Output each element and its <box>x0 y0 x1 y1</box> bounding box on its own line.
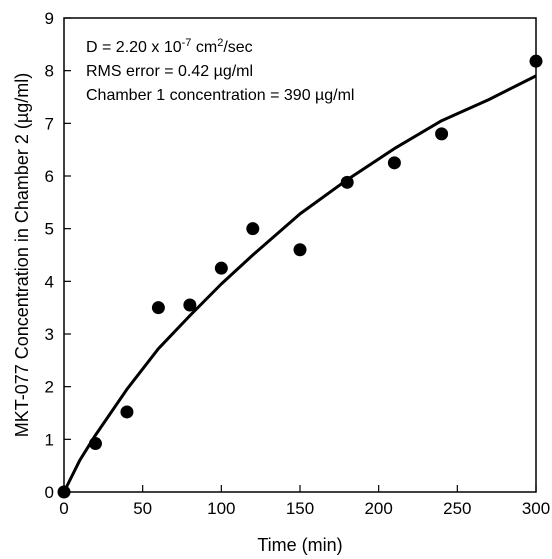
data-point <box>88 437 102 451</box>
annotation-chamber1: Chamber 1 concentration = 390 µg/ml <box>86 87 354 104</box>
x-axis-title: Time (min) <box>257 535 342 555</box>
x-tick-label: 100 <box>207 499 235 518</box>
data-point <box>246 222 260 236</box>
y-tick-label: 1 <box>45 430 54 449</box>
y-tick-label: 5 <box>45 220 54 239</box>
data-point <box>120 405 134 419</box>
x-tick-label: 0 <box>59 499 68 518</box>
data-point <box>529 54 543 68</box>
fit-line <box>62 74 537 493</box>
x-tick-label: 50 <box>133 499 152 518</box>
annotation-rms-error: RMS error = 0.42 µg/ml <box>86 63 253 80</box>
x-tick-label: 250 <box>443 499 471 518</box>
data-point <box>57 485 71 499</box>
x-tick-label: 150 <box>286 499 314 518</box>
data-point <box>183 298 197 312</box>
data-point <box>340 175 354 189</box>
data-point <box>387 156 401 170</box>
data-point <box>293 243 307 257</box>
x-tick-label: 300 <box>522 499 550 518</box>
y-tick-label: 9 <box>45 9 54 28</box>
y-tick-label: 3 <box>45 325 54 344</box>
y-tick-label: 4 <box>45 272 54 291</box>
y-axis-title: MKT-077 Concentration in Chamber 2 (µg/m… <box>12 73 32 438</box>
y-tick-label: 0 <box>45 483 54 502</box>
y-tick-label: 2 <box>45 378 54 397</box>
data-point <box>435 127 449 141</box>
y-tick-label: 8 <box>45 62 54 81</box>
annotation-diffusion: D = 2.20 x 10-7 cm2/sec <box>86 37 253 56</box>
y-tick-label: 6 <box>45 167 54 186</box>
data-point <box>214 261 228 275</box>
y-tick-label: 7 <box>45 114 54 133</box>
data-point <box>151 301 165 315</box>
x-tick-label: 200 <box>364 499 392 518</box>
